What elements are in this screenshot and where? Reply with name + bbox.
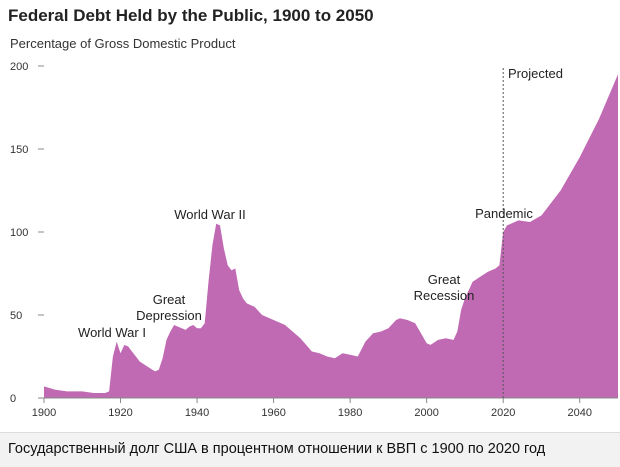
annotation-label: World War II bbox=[174, 207, 246, 222]
chart-title: Federal Debt Held by the Public, 1900 to… bbox=[8, 6, 374, 25]
x-tick-label: 1960 bbox=[261, 407, 285, 419]
debt-area bbox=[44, 74, 618, 399]
annotation-label: Great bbox=[153, 292, 186, 307]
y-tick-label: 0 bbox=[10, 393, 16, 405]
x-tick-label: 1920 bbox=[108, 407, 132, 419]
y-tick-label: 200 bbox=[10, 61, 28, 73]
annotation-label: Depression bbox=[136, 308, 202, 323]
x-tick-label: 1900 bbox=[32, 407, 56, 419]
caption-bar: Государственный долг США в процентном от… bbox=[0, 432, 620, 467]
y-tick-label: 100 bbox=[10, 227, 28, 239]
x-tick-label: 1940 bbox=[185, 407, 209, 419]
x-tick-label: 1980 bbox=[338, 407, 362, 419]
annotation-label: Pandemic bbox=[475, 206, 533, 221]
annotation-label: Projected bbox=[508, 66, 563, 81]
x-tick-label: 2000 bbox=[414, 407, 438, 419]
y-tick-label: 50 bbox=[10, 310, 22, 322]
annotation-label: Great bbox=[428, 272, 461, 287]
x-tick-label: 2040 bbox=[567, 407, 591, 419]
debt-area-chart: 0 50 100 150 200 1900 1920 1940 1960 1980 2000 2020… bbox=[10, 61, 618, 419]
y-tick-label: 150 bbox=[10, 144, 28, 156]
annotation-label: Recession bbox=[414, 288, 475, 303]
image-caption: Государственный долг США в процентном от… bbox=[8, 441, 546, 457]
chart-subtitle: Percentage of Gross Domestic Product bbox=[10, 36, 236, 51]
annotation-label: World War I bbox=[78, 325, 146, 340]
x-tick-label: 2020 bbox=[491, 407, 515, 419]
